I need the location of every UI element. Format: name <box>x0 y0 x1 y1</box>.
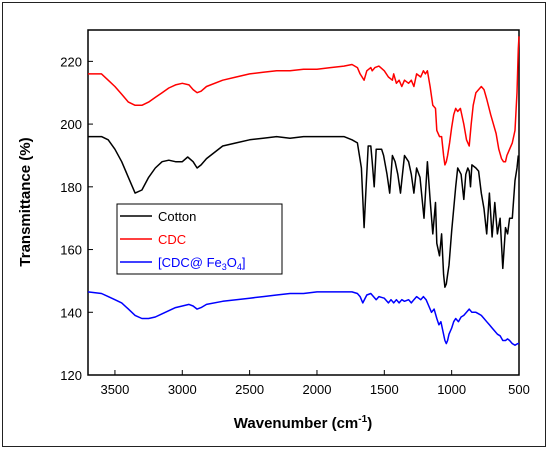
x-tick-label-1500: 1500 <box>370 382 399 397</box>
legend-label-cdc-fe3o4-sub1: 3 <box>222 262 227 272</box>
y-axis-ticks: 120 140 160 180 200 220 <box>60 54 93 383</box>
x-axis-ticks: 3500 3000 2500 2000 1500 1000 500 <box>100 370 530 397</box>
y-axis-label: Transmittance (%) <box>17 137 34 266</box>
y-tick-label-120: 120 <box>60 368 82 383</box>
legend-label-cdc-fe3o4-c: ] <box>242 255 246 270</box>
x-tick-label-3000: 3000 <box>168 382 197 397</box>
y-tick-label-180: 180 <box>60 180 82 195</box>
legend-label-cdc: CDC <box>158 232 186 247</box>
y-tick-label-140: 140 <box>60 305 82 320</box>
legend: Cotton CDC [CDC@ Fe3O4] <box>116 203 283 275</box>
series-line-cotton <box>88 135 520 288</box>
chart-frame <box>2 2 546 447</box>
legend-label-cotton: Cotton <box>158 209 196 224</box>
x-tick-label-2000: 2000 <box>303 382 332 397</box>
series-group <box>87 36 520 346</box>
plot-area <box>87 29 520 376</box>
x-tick-label-3500: 3500 <box>100 382 129 397</box>
legend-label-cdc-fe3o4-b: O <box>227 255 237 270</box>
x-tick-label-500: 500 <box>508 382 530 397</box>
legend-label-cdc-fe3o4: [CDC@ Fe3O4] <box>158 255 246 272</box>
x-axis-label: Wavenumber (cm-1) <box>234 414 372 432</box>
series-line-cdc <box>88 36 520 166</box>
y-tick-label-160: 160 <box>60 243 82 258</box>
legend-label-cdc-fe3o4-a: [CDC@ Fe <box>158 255 222 270</box>
series-line-cdc-fe3o4 <box>87 291 519 346</box>
x-axis-label-end: ) <box>367 415 372 432</box>
legend-label-cdc-fe3o4-sub2: 4 <box>237 262 242 272</box>
x-tick-label-2500: 2500 <box>235 382 264 397</box>
x-axis-label-sup: -1 <box>358 414 367 425</box>
x-axis-label-main: Wavenumber (cm <box>234 415 358 432</box>
x-tick-label-1000: 1000 <box>437 382 466 397</box>
y-tick-label-220: 220 <box>60 54 82 69</box>
y-tick-label-200: 200 <box>60 117 82 132</box>
